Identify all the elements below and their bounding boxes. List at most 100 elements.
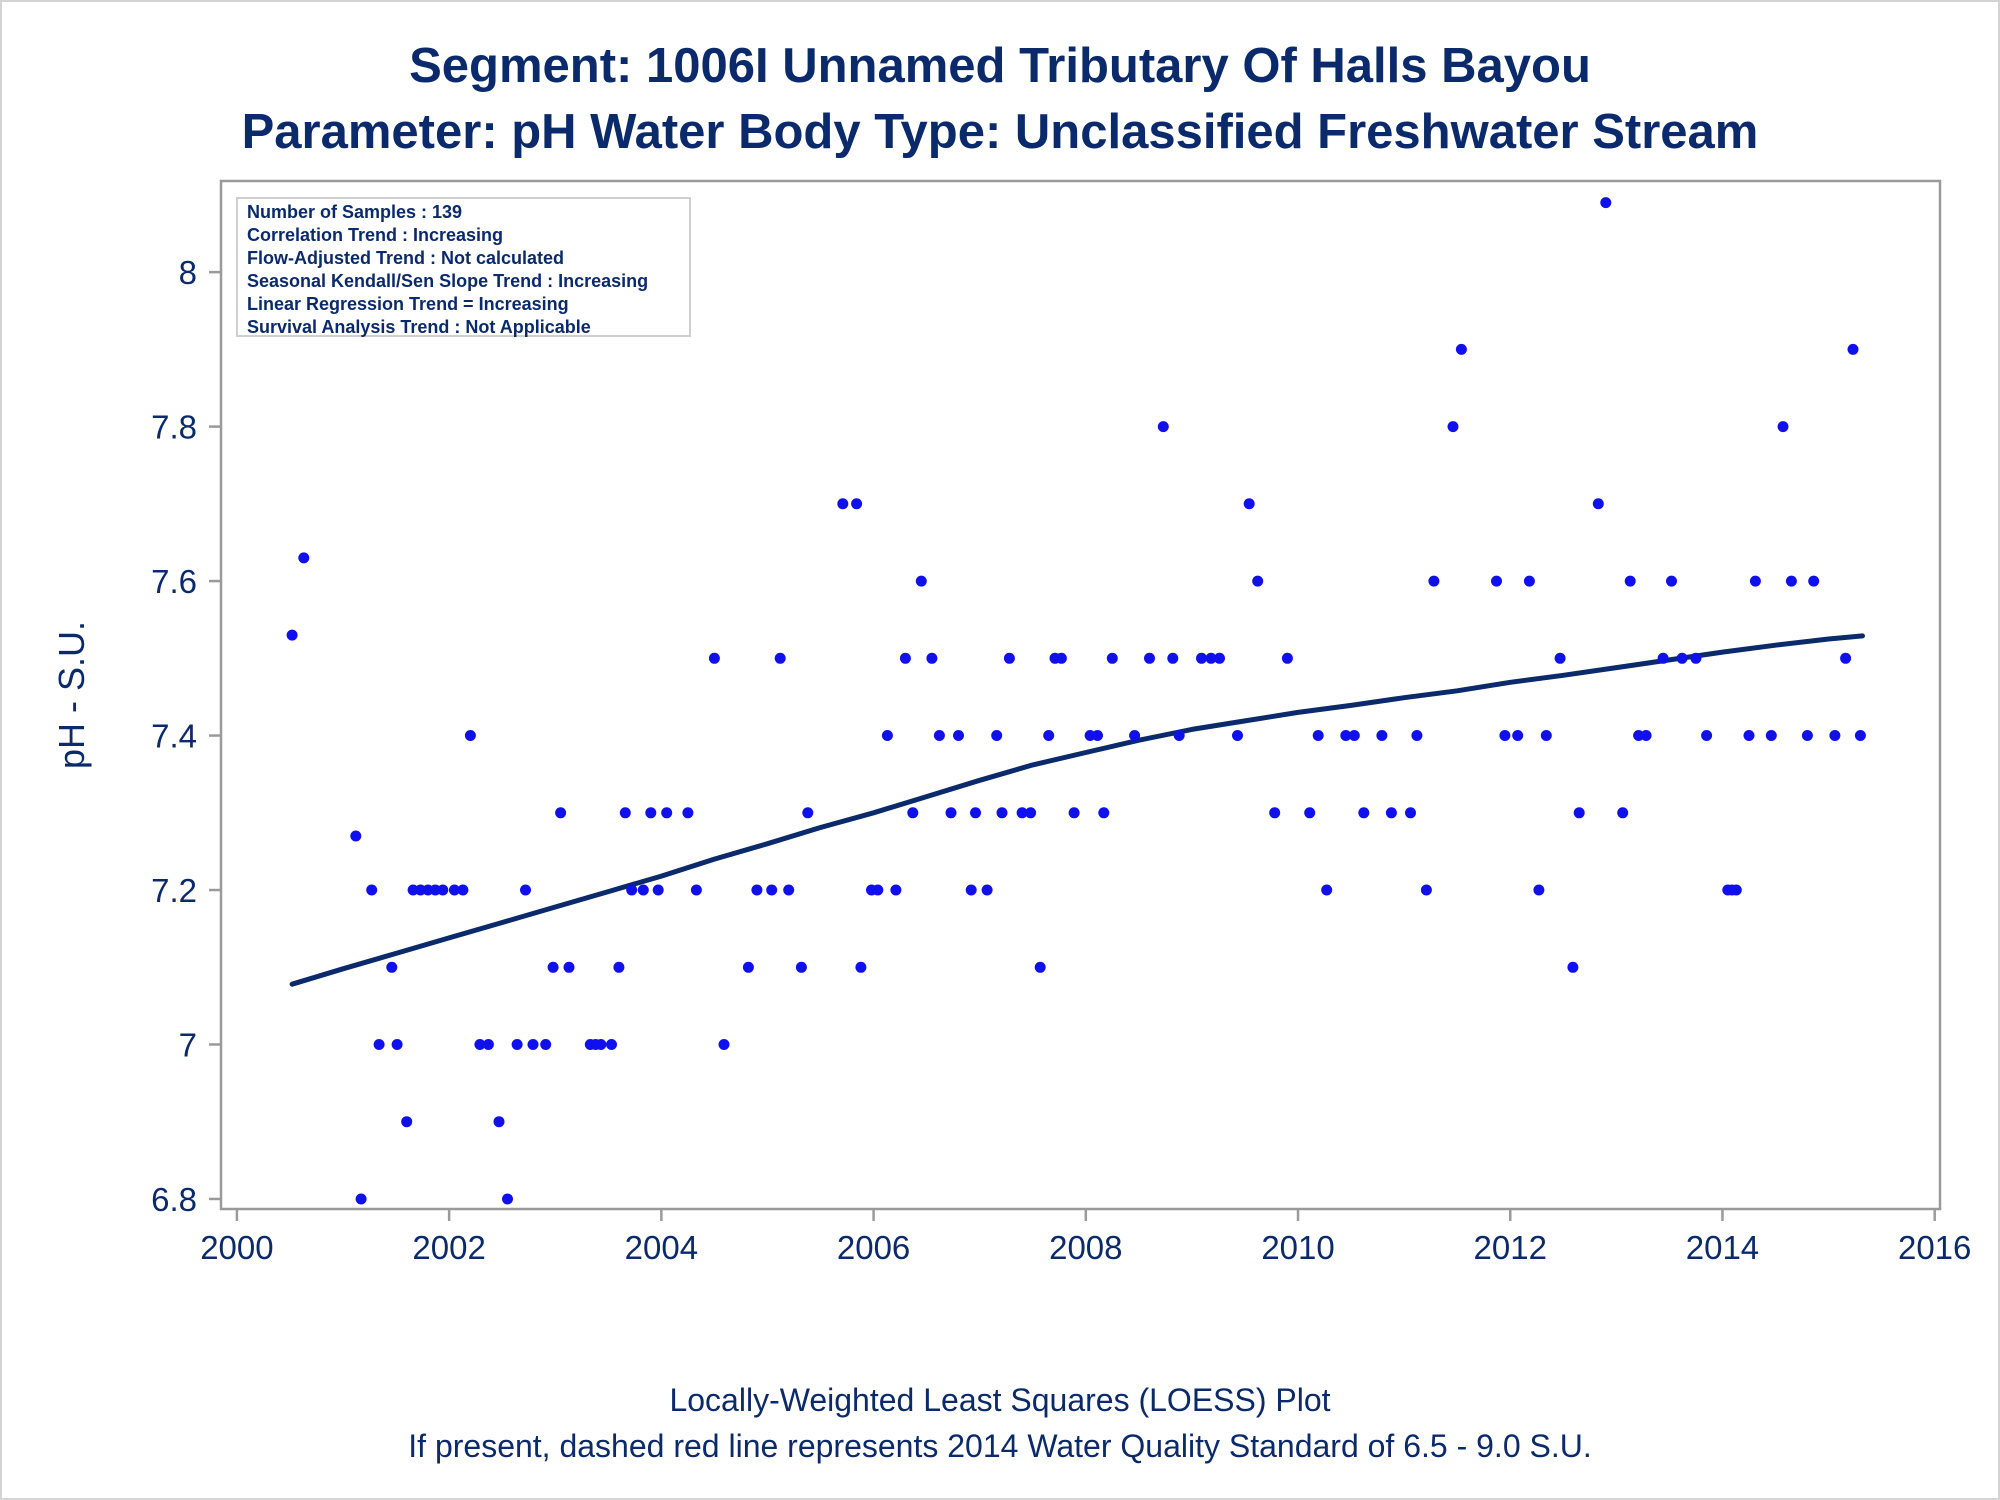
- data-point: [926, 652, 938, 664]
- data-point: [1499, 730, 1511, 741]
- chart-subtitle: Parameter: pH Water Body Type: Unclassif…: [241, 105, 1759, 159]
- data-point: [708, 652, 720, 664]
- data-point: [1321, 884, 1333, 896]
- data-point: [391, 1039, 403, 1050]
- data-point: [474, 1039, 486, 1050]
- data-point: [547, 961, 559, 973]
- data-point: [802, 807, 814, 819]
- data-point: [774, 652, 786, 664]
- data-point: [899, 652, 911, 664]
- data-point: [1512, 730, 1524, 741]
- data-point: [1701, 730, 1713, 741]
- data-point: [448, 884, 460, 896]
- y-tick-label: 7.8: [151, 409, 197, 446]
- x-tick-label: 2014: [1686, 1229, 1759, 1266]
- data-point: [1567, 961, 1579, 973]
- data-point: [1173, 730, 1185, 741]
- data-point: [742, 961, 754, 973]
- data-point: [457, 884, 469, 896]
- data-point: [464, 730, 476, 741]
- data-point: [783, 884, 795, 896]
- data-point: [637, 884, 649, 896]
- data-point: [286, 629, 298, 641]
- data-point: [1428, 575, 1440, 587]
- data-point: [1666, 575, 1677, 587]
- data-point: [1676, 652, 1688, 664]
- data-point: [613, 961, 625, 973]
- stats-flow-adjusted-trend: Flow-Adjusted Trend : Not calculated: [247, 248, 565, 268]
- data-point: [1540, 730, 1552, 741]
- data-point: [1523, 575, 1535, 587]
- data-point: [1043, 730, 1055, 741]
- data-point: [1573, 807, 1585, 819]
- data-point: [555, 807, 567, 819]
- data-point: [1252, 575, 1264, 587]
- data-point: [1420, 884, 1432, 896]
- data-point: [766, 884, 778, 896]
- data-point: [606, 1039, 617, 1050]
- data-point: [366, 884, 378, 896]
- data-point: [981, 884, 993, 896]
- data-point: [619, 807, 631, 819]
- data-point: [1016, 807, 1028, 819]
- data-point: [1068, 807, 1080, 819]
- data-point: [1034, 961, 1046, 973]
- y-tick-label: 6.8: [151, 1181, 197, 1218]
- plot-area-border: [219, 179, 1942, 1211]
- data-point: [482, 1039, 494, 1050]
- y-tick-label: 7.2: [151, 872, 197, 909]
- data-point: [386, 961, 398, 973]
- data-point: [1847, 343, 1859, 355]
- data-point: [1358, 807, 1370, 819]
- data-point: [1196, 652, 1207, 664]
- data-point: [690, 884, 702, 896]
- data-point: [1447, 421, 1459, 433]
- data-point: [1269, 807, 1281, 819]
- x-tick-label: 2006: [837, 1229, 910, 1266]
- data-point: [1491, 575, 1502, 587]
- stats-correlation-trend: Correlation Trend : Increasing: [247, 225, 504, 245]
- x-tick-label: 2002: [412, 1229, 485, 1266]
- data-point: [1592, 498, 1604, 510]
- data-point: [1411, 730, 1423, 741]
- x-tick-label: 2000: [200, 1229, 273, 1266]
- y-tick-label: 8: [179, 254, 197, 291]
- data-point: [661, 807, 673, 819]
- data-point: [520, 884, 531, 896]
- data-point: [1405, 807, 1416, 819]
- x-tick-label: 2004: [625, 1229, 698, 1266]
- data-point: [1205, 652, 1217, 664]
- data-point: [493, 1116, 505, 1128]
- statistics-box: Number of Samples : 139 Correlation Tren…: [236, 197, 691, 337]
- data-point: [1167, 652, 1179, 664]
- data-point: [645, 807, 657, 819]
- stats-linear-regression-trend: Linear Regression Trend = Increasing: [247, 294, 569, 314]
- data-point: [1385, 807, 1397, 819]
- data-point: [1281, 652, 1293, 664]
- data-point: [626, 884, 638, 896]
- data-point: [1098, 807, 1110, 819]
- data-point: [1129, 730, 1141, 741]
- data-point: [437, 884, 449, 896]
- data-point: [1376, 730, 1388, 741]
- data-point: [1785, 575, 1797, 587]
- data-point: [540, 1039, 552, 1050]
- data-point: [1743, 730, 1755, 741]
- data-point: [837, 498, 849, 510]
- data-point: [970, 807, 981, 819]
- data-point: [511, 1039, 523, 1050]
- data-point: [1657, 652, 1669, 664]
- data-point: [1003, 652, 1015, 664]
- footnote-standard: If present, dashed red line represents 2…: [408, 1428, 1592, 1464]
- data-point: [1092, 730, 1103, 741]
- data-point: [1455, 343, 1467, 355]
- data-point: [1840, 652, 1852, 664]
- data-point: [1554, 652, 1566, 664]
- data-point: [1600, 197, 1612, 209]
- data-point: [1144, 652, 1155, 664]
- y-tick-label: 7.4: [151, 718, 197, 755]
- data-point: [298, 552, 310, 564]
- data-point: [502, 1193, 513, 1205]
- data-point: [1801, 730, 1813, 741]
